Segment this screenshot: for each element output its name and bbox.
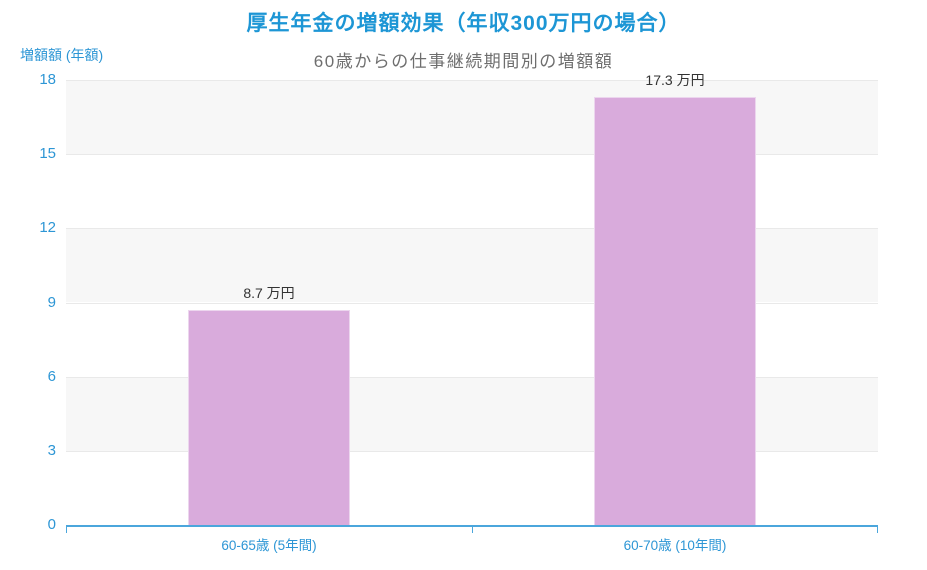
y-axis-tick-labels: 0 3 6 9 12 15 18 <box>0 71 56 533</box>
chart-title: 厚生年金の増額効果（年収300万円の場合） <box>246 12 681 35</box>
x-axis-tick-marks <box>66 527 878 533</box>
x-tick-mark <box>877 527 878 533</box>
x-tick-mark <box>66 527 67 533</box>
y-tick-label: 15 <box>39 145 56 163</box>
bar-value-label: 17.3 万円 <box>645 72 705 89</box>
plot-area: 8.7 万円 17.3 万円 <box>66 72 878 525</box>
y-tick-label: 12 <box>39 219 56 237</box>
x-category-label: 60-70歳 (10年間) <box>623 538 727 553</box>
bar-0 <box>187 309 351 525</box>
plot-band <box>66 154 878 229</box>
y-tick-label: 9 <box>47 293 56 311</box>
plot-band <box>66 228 878 303</box>
y-axis-title: 増額額 (年額) <box>20 47 104 63</box>
y-tick-label: 0 <box>47 516 56 533</box>
x-tick-mark <box>472 527 473 533</box>
y-tick-label: 18 <box>39 71 56 88</box>
x-category-label: 60-65歳 (5年間) <box>221 538 317 553</box>
x-axis-line <box>66 525 878 527</box>
y-tick-label: 6 <box>47 367 56 385</box>
bar-1 <box>593 97 757 525</box>
bar-value-label: 8.7 万円 <box>243 284 295 301</box>
x-axis-category-labels: 60-65歳 (5年間) 60-70歳 (10年間) <box>66 534 878 554</box>
chart-subtitle: 60歳からの仕事継続期間別の増額額 <box>313 52 614 71</box>
y-tick-label: 3 <box>47 441 56 459</box>
plot-band <box>66 80 878 155</box>
